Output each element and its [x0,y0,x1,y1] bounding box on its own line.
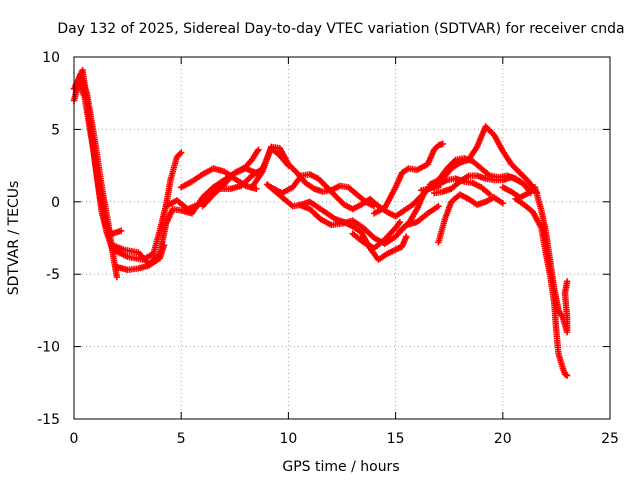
data-point [253,185,260,192]
series-sat-10 [263,181,410,263]
data-points [70,66,571,379]
x-tick-label: 25 [601,431,619,447]
y-tick-label: -10 [37,340,60,356]
y-tick-label: -15 [37,412,60,428]
data-point [563,278,571,285]
series-sat-13 [349,218,404,252]
series-sat-18 [430,172,524,197]
series-sat-5 [113,242,168,274]
x-tick-label: 0 [70,431,79,447]
data-point [516,178,524,185]
grid [74,57,610,419]
x-tick-label: 20 [494,431,512,447]
x-tick-label: 5 [177,431,186,447]
series-sat-8 [199,165,260,210]
series-sat-21 [512,195,571,379]
data-point [178,149,185,156]
x-tick-label: 10 [279,431,297,447]
series-sat-20 [499,184,571,336]
data-point [486,191,494,198]
data-point [499,200,506,207]
data-point [160,242,168,249]
series-sat-12 [295,201,442,247]
data-point [117,227,125,234]
data-point [255,146,262,153]
data-point [435,202,442,210]
y-tick-label: -5 [46,267,60,283]
series-sat-3 [75,76,185,263]
y-tick-label: 0 [51,195,60,211]
x-axis-label: GPS time / hours [282,459,399,475]
y-tick-label: 5 [51,122,60,138]
x-tick-label: 15 [387,431,405,447]
data-point [113,273,121,281]
plot-frame [73,56,611,420]
y-axis-label: SDTVAR / TECUs [6,181,22,296]
data-point [396,218,404,226]
series-sat-14 [370,140,446,217]
data-point [563,372,571,379]
data-point [403,233,410,240]
y-tick-label: 10 [42,50,60,66]
chart-title: Day 132 of 2025, Sidereal Day-to-day VTE… [57,21,624,37]
axis-ticks [73,56,611,420]
tick-labels: 0 5 10 15 20 25 -15 -10 -5 0 5 10 [37,50,619,447]
data-point [439,140,446,148]
series-sat-19 [435,191,506,246]
